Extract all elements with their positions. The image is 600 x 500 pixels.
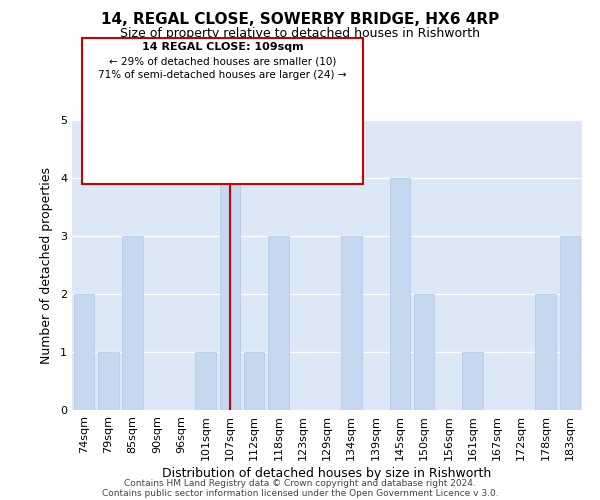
Bar bbox=[244, 352, 265, 410]
Text: 71% of semi-detached houses are larger (24) →: 71% of semi-detached houses are larger (… bbox=[98, 70, 347, 81]
Bar bbox=[122, 236, 143, 410]
Bar bbox=[268, 236, 289, 410]
Bar bbox=[389, 178, 410, 410]
Text: Size of property relative to detached houses in Rishworth: Size of property relative to detached ho… bbox=[120, 28, 480, 40]
Bar bbox=[220, 178, 240, 410]
Bar bbox=[414, 294, 434, 410]
Text: Contains HM Land Registry data © Crown copyright and database right 2024.: Contains HM Land Registry data © Crown c… bbox=[124, 478, 476, 488]
Bar bbox=[463, 352, 483, 410]
Text: 14 REGAL CLOSE: 109sqm: 14 REGAL CLOSE: 109sqm bbox=[142, 42, 303, 51]
Text: ← 29% of detached houses are smaller (10): ← 29% of detached houses are smaller (10… bbox=[109, 56, 336, 66]
X-axis label: Distribution of detached houses by size in Rishworth: Distribution of detached houses by size … bbox=[163, 467, 491, 480]
Text: Contains public sector information licensed under the Open Government Licence v : Contains public sector information licen… bbox=[101, 488, 499, 498]
Bar bbox=[195, 352, 216, 410]
Bar bbox=[560, 236, 580, 410]
Text: 14, REGAL CLOSE, SOWERBY BRIDGE, HX6 4RP: 14, REGAL CLOSE, SOWERBY BRIDGE, HX6 4RP bbox=[101, 12, 499, 28]
Y-axis label: Number of detached properties: Number of detached properties bbox=[40, 166, 53, 364]
Bar bbox=[341, 236, 362, 410]
Bar bbox=[74, 294, 94, 410]
Bar bbox=[98, 352, 119, 410]
Bar bbox=[535, 294, 556, 410]
